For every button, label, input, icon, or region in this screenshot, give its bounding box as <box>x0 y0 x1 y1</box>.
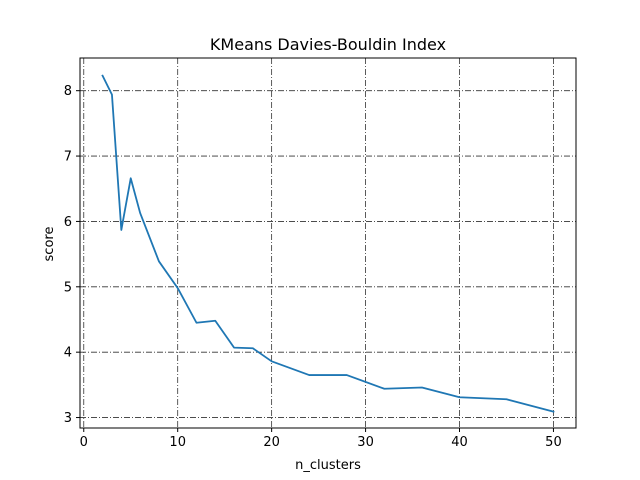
chart-title: KMeans Davies-Bouldin Index <box>210 35 446 54</box>
x-tick-label: 10 <box>169 435 186 450</box>
x-tick-label: 0 <box>80 435 88 450</box>
x-tick-label: 20 <box>263 435 280 450</box>
y-tick-label: 6 <box>64 215 72 230</box>
x-axis-label: n_clusters <box>295 458 361 473</box>
x-tick-label: 50 <box>545 435 562 450</box>
y-axis-label: score <box>42 227 57 262</box>
x-tick-label: 40 <box>451 435 468 450</box>
series-layer <box>101 74 555 413</box>
series-line <box>101 74 555 413</box>
y-tick-label: 7 <box>64 150 72 165</box>
y-tick-label: 4 <box>64 346 72 361</box>
y-axis-ticks: 3 4 5 6 7 8 <box>64 84 80 426</box>
x-axis-ticks: 0 10 20 30 40 50 <box>80 428 562 450</box>
x-tick-label: 30 <box>357 435 374 450</box>
grid <box>80 58 576 428</box>
y-tick-label: 3 <box>64 411 72 426</box>
plot-frame <box>79 57 577 429</box>
y-tick-label: 8 <box>64 84 72 99</box>
y-tick-label: 5 <box>64 280 72 295</box>
